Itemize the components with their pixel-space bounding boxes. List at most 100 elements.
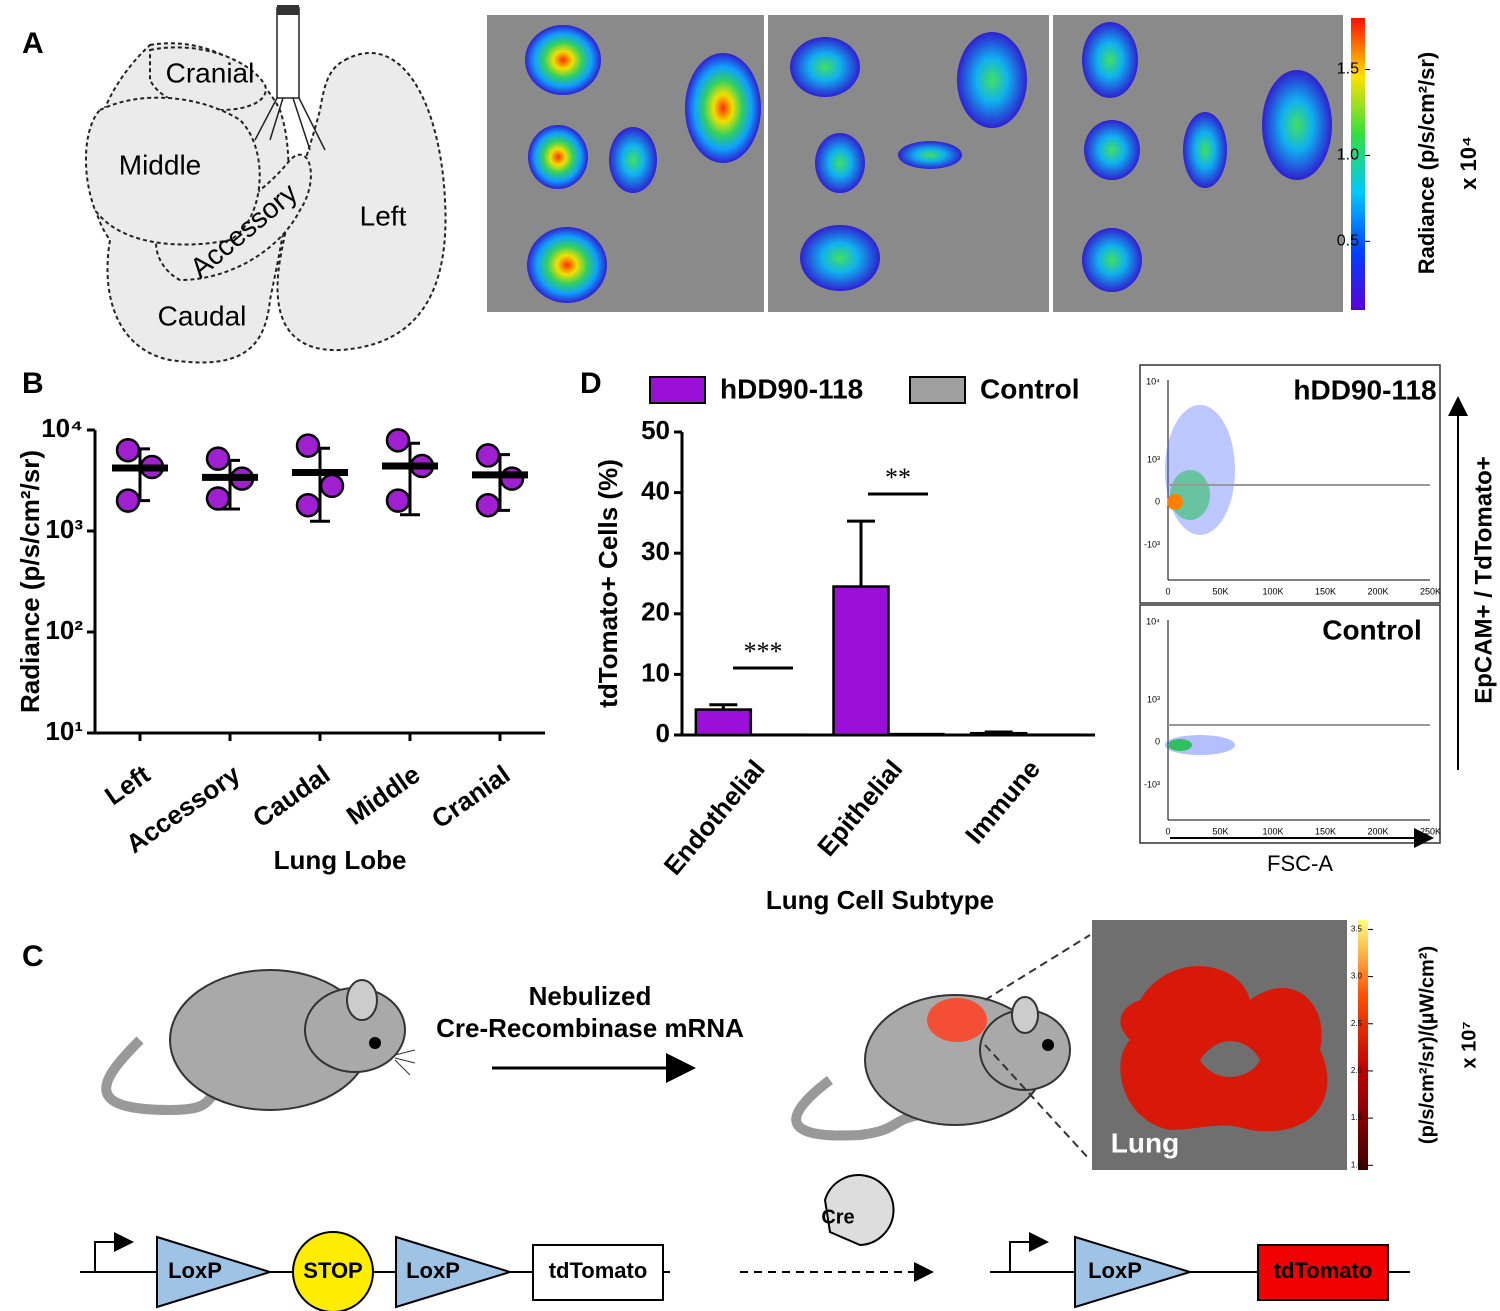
- dot: [205, 486, 231, 511]
- dot: [295, 433, 321, 458]
- construct-label: tdTomato: [1274, 1258, 1373, 1283]
- colorbar-tick-label: 3.0: [1351, 972, 1363, 981]
- dot: [499, 466, 525, 491]
- colorbar-tick-label: 2.5: [1351, 1019, 1363, 1028]
- colorbar-tick-label: 3.5: [1351, 925, 1363, 934]
- flow-x-tick: 200K: [1367, 586, 1388, 596]
- dot: [475, 492, 501, 518]
- bar: [969, 731, 1028, 737]
- flow-y-tick: 10⁴: [1146, 376, 1160, 386]
- bar: [887, 732, 945, 737]
- flow-y-tick: -10³: [1144, 779, 1160, 789]
- construct-label: STOP: [303, 1258, 363, 1283]
- flow-x-tick: 200K: [1367, 826, 1388, 836]
- ivis-image: [487, 15, 1365, 312]
- flow-y-tick: 10³: [1147, 454, 1160, 464]
- bar: [832, 585, 890, 737]
- flow-title: hDD90-118: [1293, 374, 1436, 405]
- lobe-label: Left: [360, 200, 407, 231]
- lobe-label: Cranial: [166, 57, 255, 88]
- mouse: [791, 934, 1091, 1161]
- mouse: [101, 969, 416, 1116]
- colorbar-scale: x 10⁷: [1458, 1021, 1480, 1068]
- significance-label: ***: [744, 637, 783, 666]
- colorbar-tick-label: 1.0: [1337, 147, 1359, 164]
- image-label: Lung: [1111, 1127, 1179, 1158]
- dot: [475, 443, 501, 468]
- lobe-label: Caudal: [158, 300, 247, 331]
- colorbar-tick-label: 0.5: [1337, 233, 1359, 250]
- dot: [295, 492, 321, 518]
- lung-image: [1092, 920, 1368, 1170]
- flow-x-tick: 50K: [1212, 826, 1228, 836]
- y-axis-label: tdTomato+ Cells (%): [593, 459, 623, 708]
- dot: [385, 428, 411, 453]
- construct-label: tdTomato: [549, 1258, 648, 1283]
- colorbar-tick-label: 1.5: [1337, 61, 1359, 78]
- flow-y-tick: 0: [1155, 496, 1160, 506]
- x-tick-label: Cranial: [426, 759, 515, 834]
- colorbar-tick-label: 1.0: [1351, 1160, 1363, 1169]
- dot: [205, 446, 231, 471]
- y-tick-label: 20: [641, 597, 670, 627]
- legend-swatch: [649, 376, 706, 404]
- colorbar-tick-label: 2.0: [1351, 1066, 1363, 1075]
- x-tick-label: Left: [99, 759, 156, 811]
- flow-x-tick: 0: [1165, 586, 1170, 596]
- lung-diagram: [85, 5, 447, 364]
- flow-title: Control: [1322, 614, 1422, 645]
- flow-x-tick: 100K: [1262, 586, 1283, 596]
- x-tick-label: Immune: [959, 754, 1046, 850]
- legend-swatch: [909, 376, 966, 404]
- y-tick-label: 30: [641, 536, 670, 566]
- significance-label: **: [885, 463, 911, 492]
- flow-x-tick: 150K: [1315, 826, 1336, 836]
- x-tick-label: Endothelial: [658, 754, 771, 881]
- enzyme-label: Cre: [821, 1206, 854, 1228]
- flow-x-tick: 250K: [1420, 586, 1441, 596]
- dot: [319, 473, 345, 499]
- y-tick-label: 10⁴: [41, 413, 83, 443]
- construct-label: LoxP: [1088, 1258, 1142, 1283]
- x-tick-label: Epithelial: [811, 754, 908, 862]
- y-tick-label: 0: [656, 718, 670, 748]
- panel-label: C: [22, 940, 44, 973]
- flow-x-tick: 0: [1165, 826, 1170, 836]
- flow-x-tick: 100K: [1262, 826, 1283, 836]
- colorbar-label: (p/s/cm²/sr)/(µW/cm²): [1416, 946, 1438, 1144]
- arrow-label: Cre-Recombinase mRNA: [436, 1013, 744, 1043]
- construct-label: LoxP: [168, 1258, 222, 1283]
- dot: [115, 488, 141, 513]
- flow-y-tick: -10³: [1144, 539, 1160, 549]
- flow-x-tick: 250K: [1420, 826, 1441, 836]
- panel-label: A: [22, 27, 44, 60]
- dot: [115, 438, 141, 463]
- construct: [80, 1174, 1410, 1311]
- y-tick-label: 10²: [45, 615, 83, 645]
- flow-y-label: EpCAM+ / TdTomato+: [1470, 456, 1497, 704]
- y-tick-label: 10³: [45, 514, 83, 544]
- flow-y-tick: 10⁴: [1146, 616, 1160, 626]
- colorbar-scale: x 10⁴: [1456, 136, 1481, 190]
- y-tick-label: 50: [641, 415, 670, 445]
- legend-label: hDD90-118: [720, 373, 863, 404]
- colorbar-tick-label: 1.5: [1351, 1113, 1363, 1122]
- arrow-label: Nebulized: [529, 981, 652, 1011]
- panel-label: B: [22, 367, 44, 400]
- panel-label: D: [580, 367, 602, 400]
- colorbar-label: Radiance (p/s/cm²/sr): [1414, 52, 1439, 275]
- legend-label: Control: [980, 373, 1080, 404]
- bar: [694, 708, 753, 737]
- flow-x-label: FSC-A: [1267, 851, 1333, 876]
- y-tick-label: 10¹: [45, 716, 83, 746]
- flow-plots: [1139, 364, 1468, 848]
- lobe-label: Middle: [119, 149, 201, 180]
- y-tick-label: 40: [641, 475, 670, 505]
- flow-x-tick: 150K: [1315, 586, 1336, 596]
- dot: [385, 488, 411, 513]
- y-axis-label: Radiance (p/s/cm²/sr): [15, 450, 45, 713]
- x-axis-label: Lung Cell Subtype: [766, 885, 994, 915]
- flow-x-tick: 50K: [1212, 586, 1228, 596]
- flow-y-tick: 10³: [1147, 694, 1160, 704]
